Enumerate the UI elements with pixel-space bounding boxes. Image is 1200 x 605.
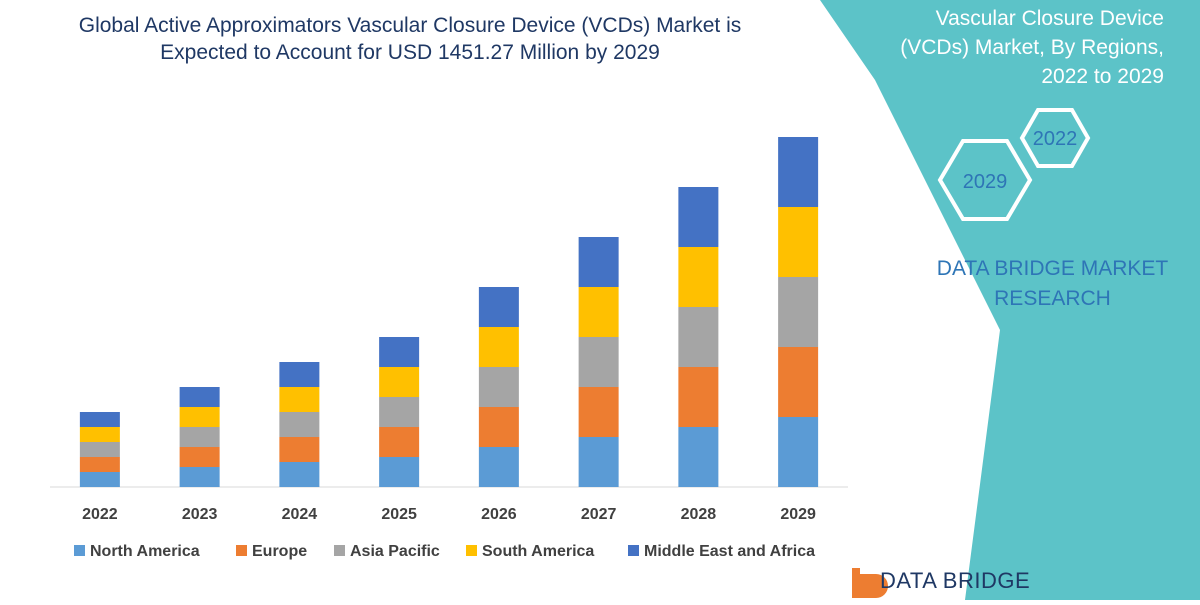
x-tick-label: 2023 <box>182 506 218 523</box>
bar-2026-series-3 <box>478 327 519 367</box>
bar-2025-series-0 <box>379 457 420 487</box>
bar-2023-series-0 <box>179 467 220 487</box>
chart-title-line-2: Expected to Account for USD 1451.27 Mill… <box>160 41 660 64</box>
bar-2023-series-4 <box>179 387 220 407</box>
side-panel-title: Vascular Closure Device (VCDs) Market, B… <box>864 4 1164 91</box>
legend-swatch <box>334 545 345 556</box>
bar-2028-series-3 <box>678 247 719 307</box>
bar-2027-series-4 <box>578 237 619 287</box>
hexagon-2029 <box>937 139 1033 221</box>
bar-2029-series-2 <box>778 277 819 347</box>
x-tick-label: 2029 <box>780 506 816 523</box>
bar-2027-series-1 <box>578 387 619 437</box>
legend-swatch <box>628 545 639 556</box>
legend-label: Asia Pacific <box>350 543 440 560</box>
hexagon-top-label: 2022 <box>1033 128 1078 150</box>
x-tick-label: 2025 <box>381 506 417 523</box>
bar-2025-series-4 <box>379 337 420 367</box>
x-tick-label: 2027 <box>581 506 617 523</box>
legend-label: Europe <box>252 543 307 560</box>
bar-2029-series-4 <box>778 137 819 207</box>
brand-line-1: DATA BRIDGE MARKET <box>936 257 1169 280</box>
logo-text: DATA BRIDGE <box>880 568 1031 593</box>
bar-2027-series-2 <box>578 337 619 387</box>
bar-2024-series-2 <box>279 412 320 437</box>
bar-2022-series-3 <box>79 427 120 442</box>
x-tick-label: 2022 <box>82 506 118 523</box>
bar-2027-series-3 <box>578 287 619 337</box>
bar-2022-series-1 <box>79 457 120 472</box>
x-tick-label: 2028 <box>681 506 717 523</box>
legend-swatch <box>74 545 85 556</box>
bar-2028-series-0 <box>678 427 719 487</box>
chart-title: Global Active Approximators Vascular Clo… <box>20 12 800 66</box>
legend-swatch <box>236 545 247 556</box>
bar-2022-series-0 <box>79 472 120 487</box>
bar-2027-series-0 <box>578 437 619 487</box>
bar-2022-series-4 <box>79 412 120 427</box>
side-title-line-0: Vascular Closure Device <box>935 7 1164 30</box>
bar-2026-series-2 <box>478 367 519 407</box>
teal-side-panel <box>820 0 1200 600</box>
brand-line-2: RESEARCH <box>994 287 1111 310</box>
x-tick-label: 2026 <box>481 506 517 523</box>
bar-2024-series-0 <box>279 462 320 487</box>
bar-2023-series-1 <box>179 447 220 467</box>
logo-icon <box>852 568 888 598</box>
bar-2024-series-1 <box>279 437 320 462</box>
bar-2028-series-1 <box>678 367 719 427</box>
bar-2029-series-1 <box>778 347 819 417</box>
legend-swatch <box>466 545 477 556</box>
chart-title-line-1: Global Active Approximators Vascular Clo… <box>78 14 742 37</box>
bar-2026-series-0 <box>478 447 519 487</box>
side-title-line-1: (VCDs) Market, By Regions, <box>900 36 1164 59</box>
bar-2023-series-2 <box>179 427 220 447</box>
bar-2023-series-3 <box>179 407 220 427</box>
bar-2025-series-2 <box>379 397 420 427</box>
bar-2025-series-1 <box>379 427 420 457</box>
legend-label: South America <box>482 543 594 560</box>
x-tick-label: 2024 <box>282 506 318 523</box>
bar-2028-series-4 <box>678 187 719 247</box>
bar-2028-series-2 <box>678 307 719 367</box>
bar-2024-series-4 <box>279 362 320 387</box>
brand-text: DATA BRIDGE MARKET RESEARCH <box>925 254 1180 314</box>
bar-2026-series-4 <box>478 287 519 327</box>
legend-label: North America <box>90 543 200 560</box>
bar-2024-series-3 <box>279 387 320 412</box>
hexagon-2022 <box>1019 108 1091 168</box>
bar-2026-series-1 <box>478 407 519 447</box>
hexagon-bottom-label: 2029 <box>963 171 1008 193</box>
legend-label: Middle East and Africa <box>644 543 815 560</box>
side-title-line-2: 2022 to 2029 <box>1041 65 1164 88</box>
bar-2029-series-0 <box>778 417 819 487</box>
bar-2029-series-3 <box>778 207 819 277</box>
bar-2025-series-3 <box>379 367 420 397</box>
bar-2022-series-2 <box>79 442 120 457</box>
